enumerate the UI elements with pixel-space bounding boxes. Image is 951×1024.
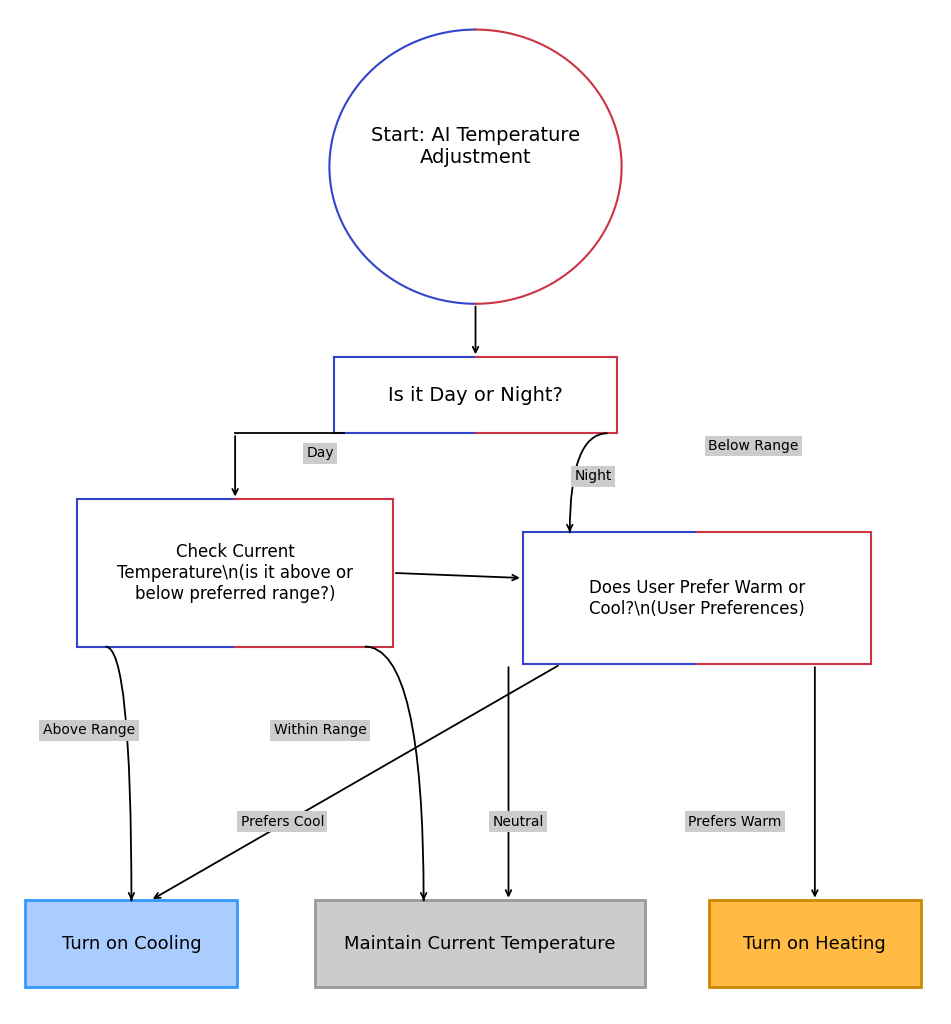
FancyBboxPatch shape <box>315 900 645 987</box>
Text: Does User Prefer Warm or
Cool?\n(User Preferences): Does User Prefer Warm or Cool?\n(User Pr… <box>589 579 805 617</box>
FancyBboxPatch shape <box>26 900 238 987</box>
Text: Turn on Cooling: Turn on Cooling <box>62 935 202 952</box>
Text: Turn on Heating: Turn on Heating <box>744 935 886 952</box>
FancyBboxPatch shape <box>334 357 617 433</box>
Text: Night: Night <box>574 469 612 483</box>
FancyBboxPatch shape <box>523 532 871 665</box>
Text: Prefers Cool: Prefers Cool <box>241 815 324 828</box>
Text: Check Current
Temperature\n(is it above or
below preferred range?): Check Current Temperature\n(is it above … <box>117 543 353 603</box>
Text: Within Range: Within Range <box>274 723 366 737</box>
Text: Day: Day <box>306 446 334 460</box>
Text: Prefers Warm: Prefers Warm <box>688 815 782 828</box>
FancyBboxPatch shape <box>77 500 393 646</box>
Text: Maintain Current Temperature: Maintain Current Temperature <box>344 935 616 952</box>
Ellipse shape <box>329 30 622 304</box>
FancyBboxPatch shape <box>708 900 921 987</box>
Text: Is it Day or Night?: Is it Day or Night? <box>388 386 563 404</box>
Text: Neutral: Neutral <box>493 815 544 828</box>
Text: Above Range: Above Range <box>43 723 135 737</box>
Text: Start: AI Temperature
Adjustment: Start: AI Temperature Adjustment <box>371 126 580 167</box>
Text: Below Range: Below Range <box>708 439 799 453</box>
